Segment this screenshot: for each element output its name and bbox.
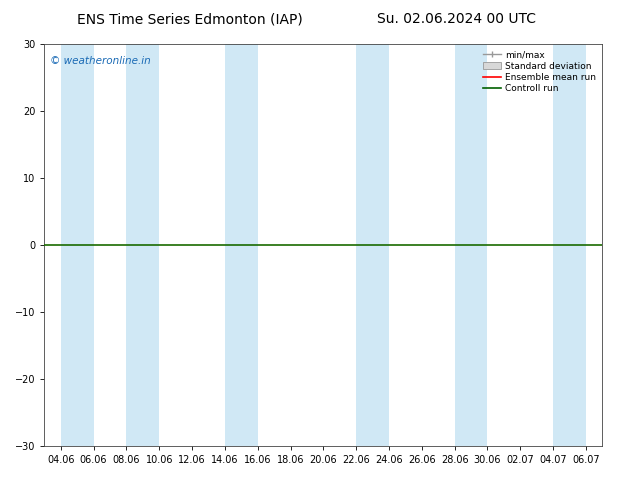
Bar (126, 44, 159, 446)
Legend: min/max, Standard deviation, Ensemble mean run, Controll run: min/max, Standard deviation, Ensemble me… (480, 47, 600, 97)
Bar (61, 44, 94, 446)
Bar (356, 44, 389, 446)
Text: © weatheronline.in: © weatheronline.in (50, 56, 151, 66)
Text: Su. 02.06.2024 00 UTC: Su. 02.06.2024 00 UTC (377, 12, 536, 26)
Bar (553, 44, 586, 446)
Text: ENS Time Series Edmonton (IAP): ENS Time Series Edmonton (IAP) (77, 12, 303, 26)
Bar (225, 44, 257, 446)
Bar (455, 44, 488, 446)
